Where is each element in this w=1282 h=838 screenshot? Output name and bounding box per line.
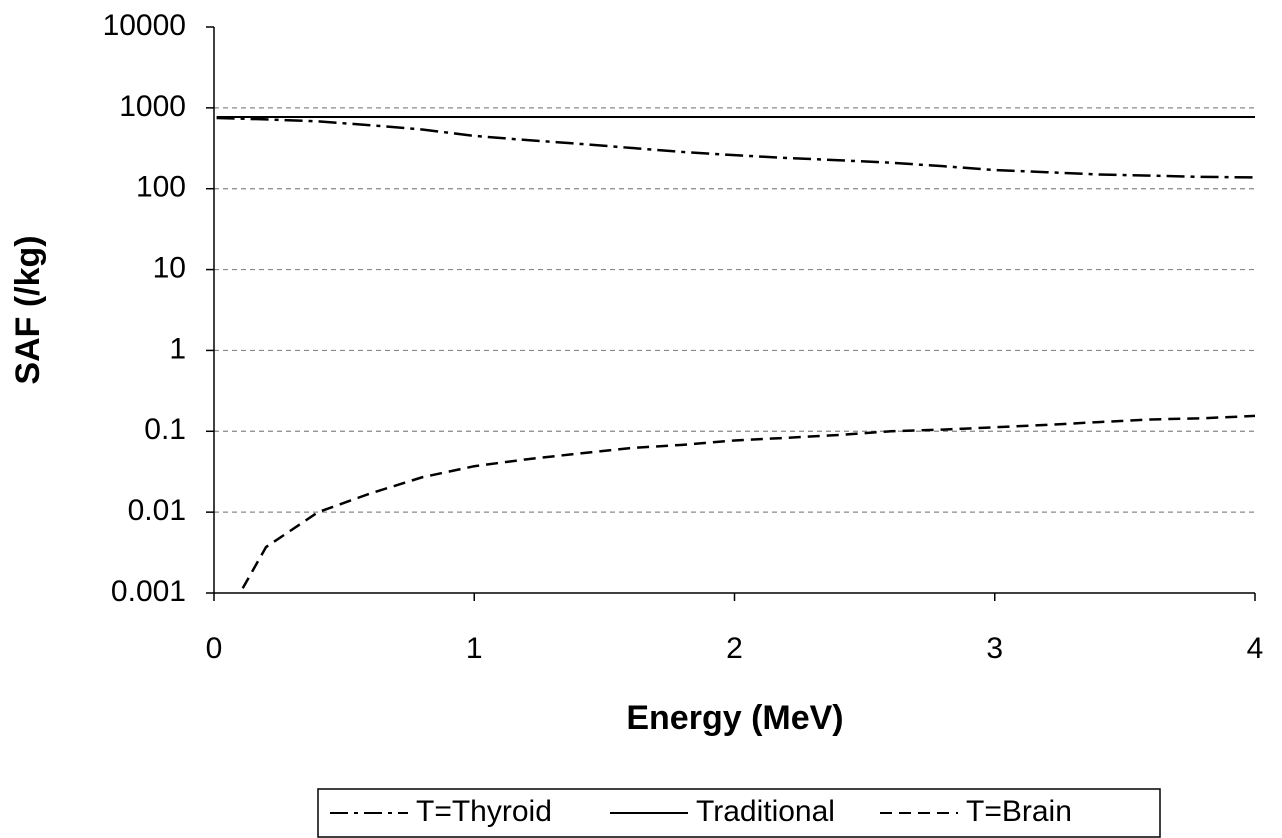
series-line [238, 414, 1255, 593]
x-tick-label: 2 [726, 632, 743, 665]
x-tick-label: 4 [1247, 632, 1264, 665]
legend-box [317, 788, 1161, 838]
legend-label: T=Thyroid [416, 795, 552, 828]
x-tick-label: 0 [206, 632, 223, 665]
x-tick-label: 3 [986, 632, 1003, 665]
y-tick-label: 1000 [119, 90, 186, 123]
y-tick-label: 10 [153, 251, 186, 284]
series-line [216, 116, 1255, 179]
legend-label: T=Brain [966, 795, 1072, 828]
y-tick-label: 10000 [103, 9, 186, 42]
y-tick-label: 1 [169, 332, 186, 365]
x-tick-label: 1 [466, 632, 483, 665]
legend-label: Traditional [696, 795, 835, 828]
y-tick-label: 0.1 [144, 413, 186, 446]
x-axis-title: Energy (MeV) [626, 699, 843, 737]
y-tick-label: 100 [136, 171, 186, 204]
y-tick-label: 0.01 [128, 494, 186, 527]
y-tick-label: 0.001 [111, 575, 186, 608]
y-axis-title: SAF (/kg) [9, 235, 47, 384]
legend: T=Thyroid Traditional T=Brain [317, 788, 1161, 838]
